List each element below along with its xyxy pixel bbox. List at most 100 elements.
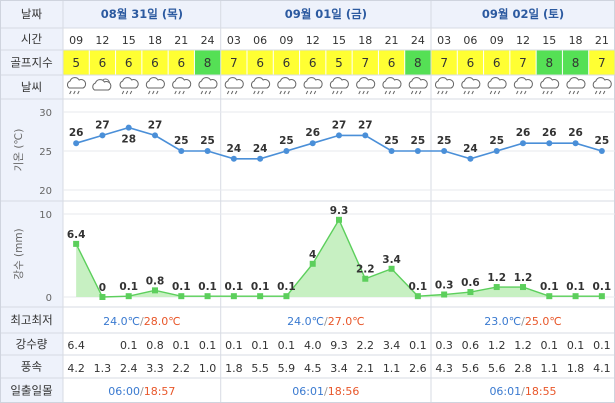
precipitation-value: 4.0 [304, 339, 322, 352]
hour-cell: 21 [385, 34, 399, 47]
partly-cloudy-icon [92, 79, 112, 91]
hour-cell: 18 [148, 34, 162, 47]
raindrop [208, 90, 212, 95]
golf-index-label: 골프지수 [10, 56, 52, 70]
temp-point [414, 148, 421, 154]
temp-label: 25 [200, 135, 215, 147]
raindrop [576, 90, 580, 95]
golf-index-cell [589, 50, 615, 75]
temp-axis-tick: 30 [39, 108, 52, 119]
rain-label: 0.1 [409, 281, 428, 293]
rain-icon [198, 77, 218, 95]
raindrop [148, 90, 151, 95]
precipitation-value: 0.8 [146, 339, 164, 352]
temp-label: 24 [253, 143, 268, 155]
sun-cell: 06:01/18:55 [489, 385, 556, 398]
rain-label: 0.1 [566, 281, 585, 293]
golf-index-cell [405, 50, 431, 75]
rain-icon [435, 77, 455, 95]
rain-label: 9.3 [330, 205, 349, 217]
golf-index-cell [89, 50, 116, 75]
rain-axis-tick: 0 [46, 293, 52, 304]
sun-sep: / [521, 385, 525, 398]
hour-cell: 21 [174, 34, 188, 47]
precipitation-value: 3.4 [383, 339, 401, 352]
temp-point [572, 140, 579, 147]
date-header-0: 08월 31일 (목) [101, 7, 183, 21]
sunrise-sunset-label: 일출일몰 [10, 384, 52, 398]
rain-icon [408, 77, 428, 95]
rain-point [99, 294, 106, 300]
label-column-bg [0, 28, 63, 403]
temp-label: 24 [227, 143, 242, 155]
golf-index-cell [142, 50, 168, 75]
raindrop [358, 90, 361, 95]
raindrop [598, 90, 602, 95]
temp-min: 24.0℃ [287, 315, 324, 328]
rain-icon [592, 77, 612, 95]
temp-point [598, 148, 605, 154]
temp-point [257, 155, 264, 162]
rain-icon [487, 77, 507, 95]
raindrop [572, 90, 576, 95]
golf-index-value: 6 [99, 56, 107, 70]
wind-speed-value: 1.8 [225, 362, 243, 375]
temp-axis-tick: 20 [39, 186, 52, 197]
date-header-1: 09월 01일 (금) [285, 7, 367, 21]
wind-speed-value: 5.5 [251, 362, 269, 375]
raindrop [542, 90, 545, 95]
rain-point [125, 293, 132, 300]
raindrop [520, 90, 523, 95]
sun-rise: 06:00 [108, 385, 140, 398]
temp-sep: / [140, 315, 144, 328]
sun-rise: 06:01 [489, 385, 521, 398]
date-row-bg [0, 0, 615, 28]
temp-label: 27 [332, 119, 347, 131]
wind-speed-value: 1.8 [567, 362, 585, 375]
golf-index-cell [63, 50, 89, 75]
hour-cell: 03 [437, 34, 451, 47]
temp-point [178, 148, 185, 154]
raindrop [305, 90, 309, 95]
hour-cell: 15 [542, 34, 556, 47]
golf-index-value: 6 [467, 56, 475, 70]
temp-point [283, 148, 290, 154]
hour-cell: 21 [595, 34, 609, 47]
raindrop [445, 90, 448, 95]
sun-set: 18:57 [144, 385, 176, 398]
temp-label: 26 [516, 127, 531, 139]
rain-point [336, 216, 342, 223]
wind-speed-value: 4.5 [304, 362, 322, 375]
rain-icon [382, 77, 402, 95]
golf-index-cell [116, 50, 142, 75]
golf-index-cell [352, 50, 378, 75]
temp-label: 24 [463, 143, 478, 155]
golf-index-value: 7 [519, 56, 527, 70]
precipitation-label: 강수량 [16, 337, 48, 351]
temp-point [125, 124, 132, 131]
wind-speed-label: 풍속 [21, 360, 42, 374]
rain-point [178, 293, 185, 300]
cloud-shape [277, 77, 297, 89]
temp-point [73, 140, 80, 147]
golf-index-cell [562, 50, 589, 75]
raindrop [230, 90, 234, 95]
raindrop [594, 90, 598, 95]
rain-axis-label: 강수 (mm) [13, 228, 25, 279]
golf-index-value: 6 [151, 56, 159, 70]
rain-icon [251, 77, 271, 95]
golf-index-value: 6 [309, 56, 317, 70]
rain-icon [119, 77, 139, 95]
temp-point [230, 155, 237, 162]
hour-cell: 12 [516, 34, 530, 47]
temp-point [520, 140, 526, 147]
min-max-label: 최고최저 [10, 313, 52, 327]
cloud-shape [461, 77, 481, 89]
rain-icon [513, 77, 533, 95]
raindrop [437, 90, 440, 95]
raindrop [497, 90, 501, 95]
rain-label: 0.3 [435, 280, 454, 292]
rain-point [73, 240, 80, 247]
temp-label: 25 [595, 135, 610, 147]
raindrop [384, 90, 388, 95]
